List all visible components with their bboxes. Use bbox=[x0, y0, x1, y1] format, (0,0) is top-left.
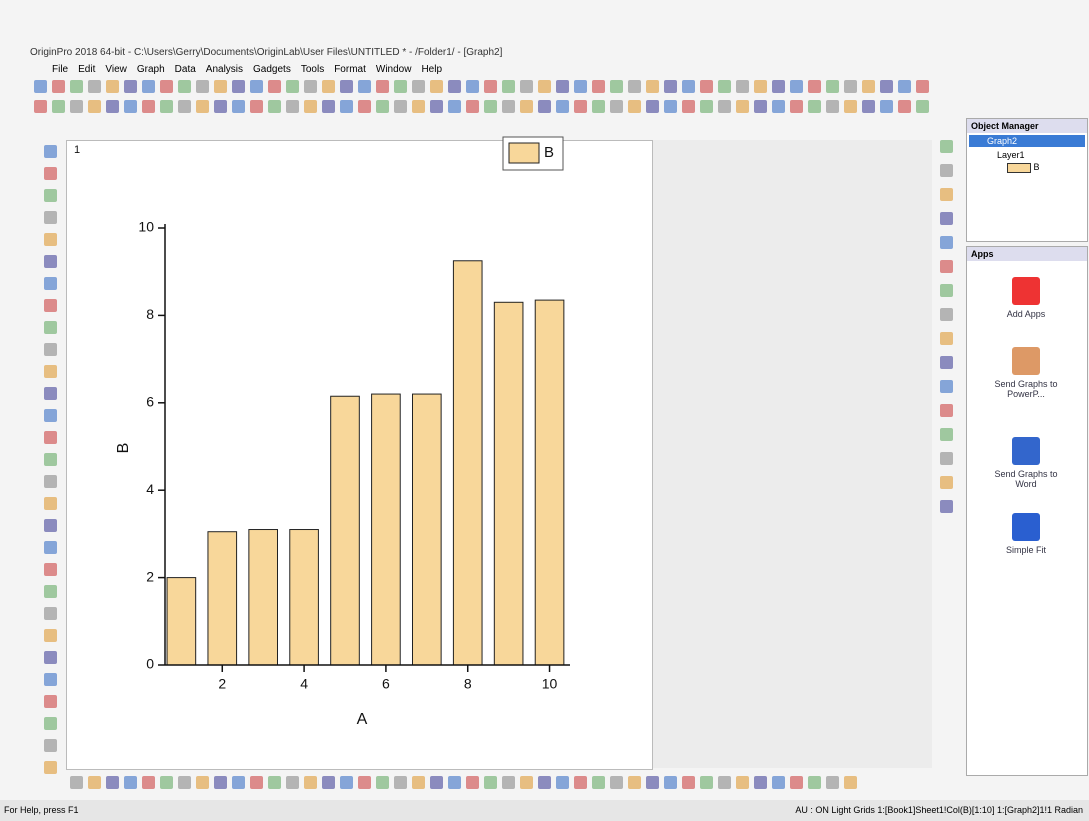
bar bbox=[167, 578, 196, 665]
x-tick-label: 6 bbox=[382, 676, 390, 692]
bar bbox=[372, 394, 401, 665]
bar bbox=[535, 300, 564, 665]
bar bbox=[453, 261, 482, 665]
layer-label: 1 bbox=[74, 144, 80, 156]
x-tick-label: 4 bbox=[300, 676, 308, 692]
x-tick-label: 8 bbox=[464, 676, 472, 692]
bar bbox=[413, 394, 442, 665]
y-tick-label: 8 bbox=[146, 306, 154, 322]
chart: 1 A B 0 2 4 6 8 10 2 4 6 8 10 B bbox=[0, 0, 1089, 821]
x-tick-label: 10 bbox=[542, 676, 558, 692]
legend-swatch bbox=[509, 143, 539, 163]
legend-label: B bbox=[544, 144, 554, 161]
y-tick-label: 2 bbox=[146, 568, 154, 584]
bar bbox=[290, 530, 319, 665]
app-window: OriginPro 2018 64-bit - C:\Users\Gerry\D… bbox=[0, 0, 1089, 821]
bar bbox=[494, 302, 523, 665]
y-tick-label: 10 bbox=[138, 219, 154, 235]
y-axis-title: B bbox=[115, 443, 132, 454]
bar bbox=[208, 532, 237, 665]
y-tick-label: 6 bbox=[146, 394, 154, 410]
bar bbox=[249, 530, 278, 665]
bar bbox=[331, 396, 360, 665]
y-tick-label: 0 bbox=[146, 656, 154, 672]
x-tick-label: 2 bbox=[218, 676, 226, 692]
x-axis-title: A bbox=[357, 711, 368, 728]
y-tick-label: 4 bbox=[146, 481, 154, 497]
